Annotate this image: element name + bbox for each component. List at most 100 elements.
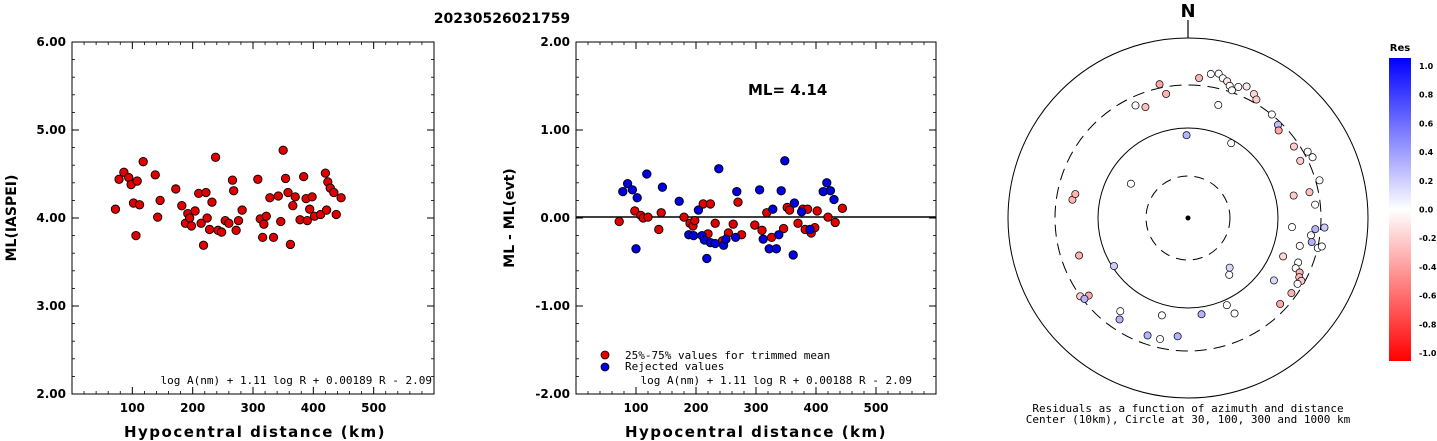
data-point bbox=[138, 157, 148, 167]
station-marker bbox=[1162, 89, 1171, 98]
chart-left-ytick-label: 2.00 bbox=[36, 387, 66, 401]
chart-middle-ytick-label: -2.00 bbox=[535, 387, 570, 401]
legend-label-trimmed: 25%-75% values for trimmed mean bbox=[625, 349, 830, 362]
data-point bbox=[114, 174, 124, 184]
chart-middle: -2.00 -1.00 0.00 1.00 2.00 100 200 300 400 500 M… bbox=[502, 35, 937, 441]
data-point bbox=[285, 239, 296, 250]
data-point bbox=[757, 225, 767, 235]
data-point bbox=[780, 156, 790, 166]
data-point bbox=[253, 174, 263, 184]
chart-left-xlabel: Hypocentral distance (km) bbox=[124, 423, 386, 441]
data-point bbox=[627, 185, 638, 195]
data-point bbox=[793, 218, 803, 228]
data-point bbox=[229, 186, 239, 196]
data-point bbox=[721, 234, 731, 244]
polar-caption-line2: Center (10km), Circle at 30, 100, 300 an… bbox=[1026, 413, 1351, 426]
data-point bbox=[632, 193, 642, 203]
data-point bbox=[276, 216, 286, 227]
station-marker bbox=[1308, 153, 1317, 162]
data-point bbox=[261, 211, 271, 221]
polar-caption-line1: Residuals as a function of azimuth and d… bbox=[1032, 402, 1343, 415]
station-marker bbox=[1230, 309, 1239, 318]
station-marker bbox=[1227, 139, 1236, 148]
station-marker bbox=[1075, 251, 1084, 260]
station-marker bbox=[1305, 188, 1314, 197]
chart-left-xtick-label: 400 bbox=[301, 401, 326, 415]
data-point bbox=[331, 209, 341, 220]
legend-marker-trimmed bbox=[600, 350, 610, 360]
data-point bbox=[825, 186, 836, 196]
station-marker bbox=[1295, 241, 1304, 250]
chart-left-ytick-labels: 2.00 3.00 4.00 5.00 6.00 bbox=[36, 35, 66, 401]
station-marker bbox=[1290, 142, 1298, 151]
data-point bbox=[733, 197, 743, 207]
chart-left-ticks bbox=[71, 41, 435, 395]
data-point bbox=[812, 206, 822, 216]
data-point bbox=[642, 169, 652, 179]
data-point bbox=[789, 198, 800, 208]
data-point bbox=[614, 216, 624, 227]
data-point bbox=[196, 218, 206, 228]
station-marker bbox=[1311, 200, 1320, 209]
data-point bbox=[280, 173, 291, 184]
chart-left-xtick-labels: 100 200 300 400 500 bbox=[120, 401, 386, 415]
colorbar-tick-labels: 1.0 0.8 0.6 0.4 0.2 0.0 -0.2 -0.4 -0.6 -0.8 -1.0 bbox=[1419, 62, 1437, 358]
data-point bbox=[171, 184, 181, 194]
station-marker bbox=[1141, 103, 1150, 112]
chart-left-xtick-label: 200 bbox=[180, 401, 205, 415]
data-point bbox=[758, 234, 768, 244]
data-point bbox=[705, 199, 716, 209]
data-point bbox=[702, 253, 712, 264]
data-point bbox=[153, 212, 163, 222]
chart-middle-ytick-label: 2.00 bbox=[540, 35, 570, 49]
colorbar-title: Res bbox=[1390, 43, 1410, 54]
data-point bbox=[305, 204, 315, 214]
chart-left-ytick-label: 5.00 bbox=[36, 123, 66, 137]
polar-circle-30km bbox=[1145, 175, 1231, 261]
station-marker bbox=[1071, 190, 1080, 198]
chart-middle-ytick-labels: -2.00 -1.00 0.00 1.00 2.00 bbox=[535, 35, 570, 401]
chart-left-ytick-label: 3.00 bbox=[36, 299, 66, 313]
colorbar-tick-label: -1.0 bbox=[1419, 349, 1437, 358]
data-point bbox=[198, 240, 209, 250]
data-point bbox=[728, 219, 738, 229]
chart-left-points bbox=[110, 145, 346, 250]
data-point bbox=[784, 205, 795, 215]
chart-middle-ylabel: ML - ML(evt) bbox=[502, 168, 518, 267]
station-marker bbox=[1080, 294, 1089, 303]
chart-middle-ytick-label: 1.00 bbox=[540, 123, 570, 137]
station-marker bbox=[1276, 299, 1285, 308]
colorbar-tick-label: -0.8 bbox=[1419, 320, 1437, 329]
chart-middle-formula: log A(nm) + 1.11 log R + 0.00188 R - 2.0… bbox=[640, 374, 912, 387]
data-point bbox=[688, 230, 699, 241]
data-point bbox=[204, 224, 215, 235]
data-point bbox=[258, 232, 268, 243]
station-marker bbox=[1252, 95, 1261, 104]
chart-middle-xtick-label: 300 bbox=[743, 401, 768, 415]
legend-label-rejected: Rejected values bbox=[625, 360, 724, 373]
data-point bbox=[207, 197, 217, 207]
station-marker bbox=[1173, 332, 1182, 341]
polar-stations bbox=[1068, 69, 1329, 343]
station-marker bbox=[1126, 179, 1135, 188]
data-point bbox=[288, 201, 298, 211]
data-point bbox=[823, 212, 833, 222]
colorbar-tick-label: -0.2 bbox=[1419, 234, 1437, 243]
polar-center bbox=[1185, 215, 1191, 221]
data-point bbox=[754, 185, 765, 195]
station-marker bbox=[1214, 101, 1223, 109]
data-point bbox=[150, 170, 160, 180]
data-point bbox=[201, 187, 211, 198]
data-point bbox=[186, 221, 197, 231]
station-marker bbox=[1222, 301, 1231, 310]
data-point bbox=[822, 178, 832, 188]
data-point bbox=[190, 206, 200, 216]
station-marker bbox=[1157, 311, 1166, 320]
data-point bbox=[643, 212, 653, 222]
data-point bbox=[302, 215, 312, 226]
chart-left-ytick-label: 4.00 bbox=[36, 211, 66, 225]
station-marker bbox=[1225, 263, 1234, 272]
data-point bbox=[631, 244, 641, 254]
station-marker bbox=[1311, 225, 1320, 234]
